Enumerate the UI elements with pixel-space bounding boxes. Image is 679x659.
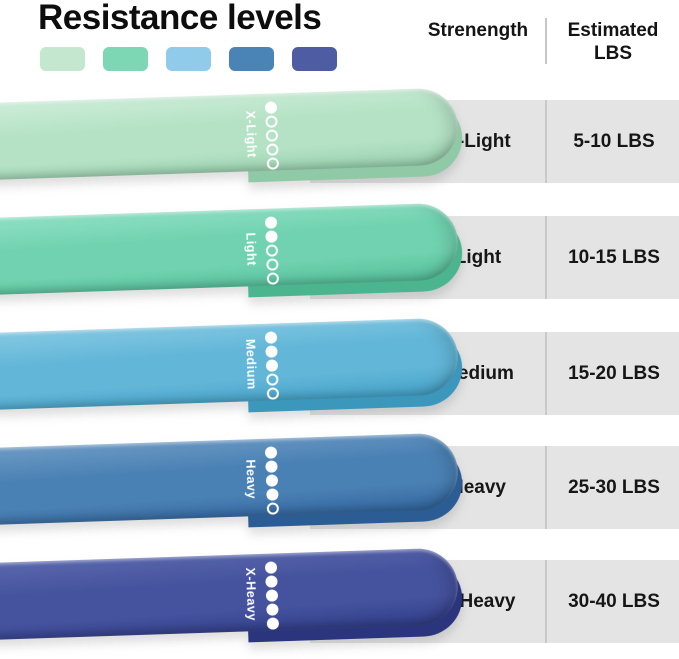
strength-dot-filled xyxy=(265,589,279,602)
row-column-divider xyxy=(545,216,547,299)
strength-dot-filled xyxy=(264,561,278,574)
band-printed-label: Medium xyxy=(243,338,259,390)
row-column-divider xyxy=(545,332,547,415)
strength-dots-indicator xyxy=(264,216,280,285)
band-printed-label: X-Light xyxy=(243,110,259,159)
row-column-divider xyxy=(545,100,547,183)
strength-dot-filled xyxy=(264,216,278,229)
band-printed-label: Light xyxy=(243,232,259,267)
estimated-lbs-value: 15-20 LBS xyxy=(568,362,660,384)
resistance-band-medium: Medium xyxy=(0,317,464,413)
row-column-divider xyxy=(545,446,547,529)
color-swatch-light xyxy=(103,47,148,71)
column-header-strength: Strenength xyxy=(427,20,529,41)
color-swatch-medium xyxy=(166,47,211,71)
color-swatch-heavy xyxy=(229,47,274,71)
estimated-lbs-value: 30-40 LBS xyxy=(568,590,660,612)
resistance-band-light: Light xyxy=(0,202,464,298)
header-column-divider xyxy=(545,18,547,64)
strength-dot-filled xyxy=(265,474,279,487)
strength-value: Light xyxy=(454,246,502,268)
column-header-estimated-lbs: Estimated LBS xyxy=(567,20,659,64)
estimated-lbs-value: 25-30 LBS xyxy=(568,476,660,498)
color-swatch-x-heavy xyxy=(292,47,337,71)
band-surface xyxy=(0,317,460,410)
strength-dot-filled xyxy=(264,331,278,344)
strength-dot-empty xyxy=(266,502,280,515)
strength-dot-empty xyxy=(266,157,280,170)
strength-dots-indicator xyxy=(264,446,280,515)
strength-dot-filled xyxy=(265,345,278,358)
strength-dot-empty xyxy=(265,244,279,257)
strength-dot-filled xyxy=(265,230,278,243)
strength-dots-indicator xyxy=(264,561,280,630)
band-surface xyxy=(0,432,460,525)
strength-dot-empty xyxy=(265,129,279,142)
estimated-lbs-value: 10-15 LBS xyxy=(568,246,660,268)
strength-value: Heavy xyxy=(450,476,506,498)
strength-dot-filled xyxy=(265,359,279,372)
color-swatch-x-light xyxy=(40,47,85,71)
strength-dot-filled xyxy=(266,603,279,616)
band-printed-label: X-Heavy xyxy=(243,567,259,622)
resistance-band-heavy: Heavy xyxy=(0,432,464,528)
strength-dot-empty xyxy=(266,272,280,285)
estimated-lbs-value: 5-10 LBS xyxy=(573,130,655,152)
strength-dot-empty xyxy=(266,387,280,400)
page-title: Resistance levels xyxy=(38,0,322,37)
strength-dot-filled xyxy=(265,460,278,473)
band-surface xyxy=(0,87,460,180)
table-row: Light 10-15 LBS xyxy=(310,216,679,299)
strength-dot-empty xyxy=(266,373,279,386)
row-column-divider xyxy=(545,560,547,643)
strength-dot-empty xyxy=(265,115,278,128)
strength-dot-filled xyxy=(266,488,279,501)
band-color-legend xyxy=(40,47,337,71)
resistance-band-x-light: X-Light xyxy=(0,87,464,183)
strength-dot-empty xyxy=(266,143,279,156)
resistance-band-x-heavy: X-Heavy xyxy=(0,547,464,643)
band-printed-label: Heavy xyxy=(243,459,259,500)
band-surface xyxy=(0,547,460,640)
strength-dot-filled xyxy=(264,446,278,459)
strength-dot-filled xyxy=(264,101,278,114)
band-surface xyxy=(0,202,460,295)
strength-dot-empty xyxy=(266,258,279,271)
strength-dots-indicator xyxy=(264,331,280,400)
strength-dot-filled xyxy=(266,617,280,630)
strength-dot-filled xyxy=(265,575,278,588)
strength-dots-indicator xyxy=(264,101,280,170)
